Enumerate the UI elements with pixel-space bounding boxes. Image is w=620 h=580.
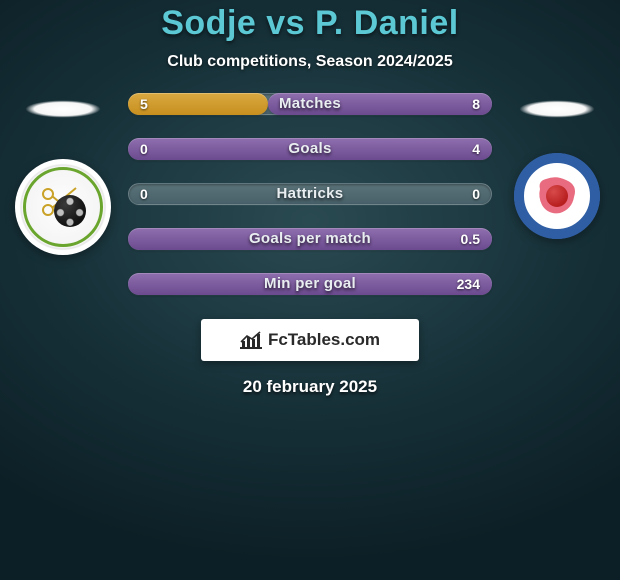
stat-row: 0.5Goals per match xyxy=(128,228,492,250)
player-silhouette-left xyxy=(11,97,115,121)
stat-row: 234Min per goal xyxy=(128,273,492,295)
stat-row: 58Matches xyxy=(128,93,492,115)
right-side xyxy=(498,93,616,239)
red-ball-icon xyxy=(546,185,568,207)
page-title: Sodje vs P. Daniel xyxy=(0,4,620,43)
stat-label: Hattricks xyxy=(128,183,492,205)
brand-text: FcTables.com xyxy=(268,330,380,350)
stat-row: 04Goals xyxy=(128,138,492,160)
main-layout: 58Matches 04Goals 00Hattricks 0.5Goals per … xyxy=(0,93,620,295)
snapshot-date: 20 february 2025 xyxy=(0,377,620,397)
team-crest-right xyxy=(514,153,600,239)
left-side xyxy=(4,93,122,255)
stat-label: Goals xyxy=(128,138,492,160)
bar-chart-icon xyxy=(240,331,262,349)
player-silhouette-right xyxy=(505,97,609,121)
infographic-container: Sodje vs P. Daniel Club competitions, Se… xyxy=(0,0,620,580)
subtitle: Club competitions, Season 2024/2025 xyxy=(0,53,620,71)
soccer-ball-icon xyxy=(54,195,86,227)
stat-row: 00Hattricks xyxy=(128,183,492,205)
crest-left-ring xyxy=(23,167,103,247)
stat-bars: 58Matches 04Goals 00Hattricks 0.5Goals per … xyxy=(122,93,498,295)
team-crest-left xyxy=(15,159,111,255)
stat-label: Goals per match xyxy=(128,228,492,250)
stat-label: Matches xyxy=(128,93,492,115)
stat-label: Min per goal xyxy=(128,273,492,295)
brand-badge: FcTables.com xyxy=(201,319,419,361)
